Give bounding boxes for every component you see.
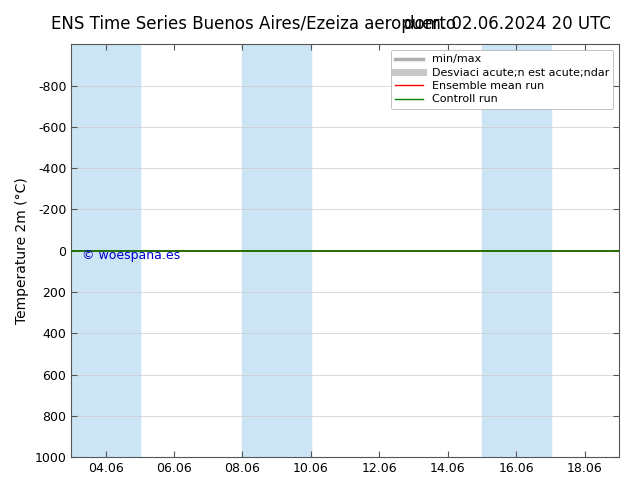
- Text: ENS Time Series Buenos Aires/Ezeiza aeropuerto: ENS Time Series Buenos Aires/Ezeiza aero…: [51, 15, 456, 33]
- Bar: [71, 45, 139, 457]
- Text: dom. 02.06.2024 20 UTC: dom. 02.06.2024 20 UTC: [404, 15, 611, 33]
- Text: © woespana.es: © woespana.es: [82, 249, 180, 262]
- Bar: [482, 45, 550, 457]
- Legend: min/max, Desviaci acute;n est acute;ndar, Ensemble mean run, Controll run: min/max, Desviaci acute;n est acute;ndar…: [391, 50, 614, 109]
- Bar: [242, 45, 311, 457]
- Y-axis label: Temperature 2m (°C): Temperature 2m (°C): [15, 177, 29, 324]
